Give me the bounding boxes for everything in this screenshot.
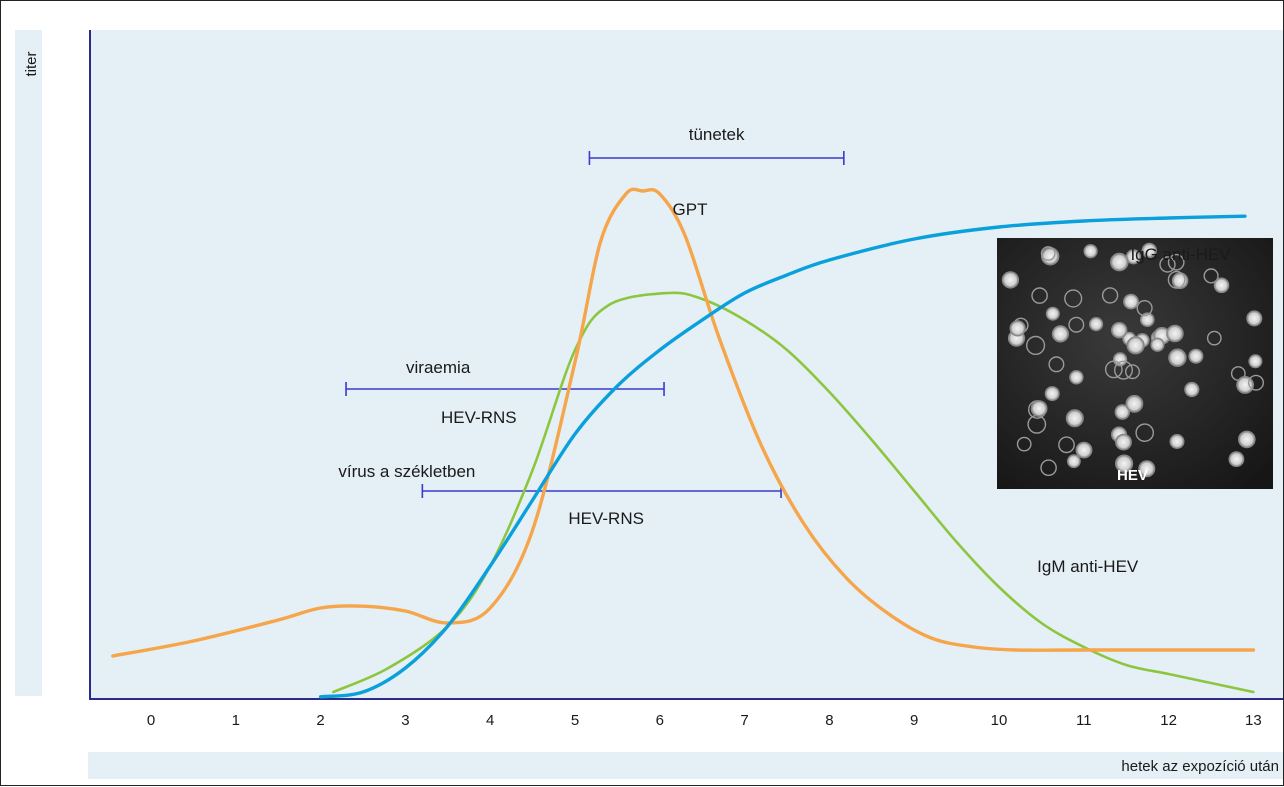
x-axis-title: hetek az expozíció után (1121, 758, 1279, 775)
virus-particle (1101, 287, 1119, 304)
virus-particle (1135, 423, 1154, 443)
hev-micrograph-inset: HEV (997, 238, 1273, 489)
virus-particle (1169, 433, 1185, 449)
virus-particle (1188, 348, 1204, 364)
virus-particle (1167, 253, 1185, 271)
series-annotation: IgM anti-HEV (1037, 557, 1139, 576)
virus-particle (1083, 244, 1098, 259)
x-axis-ticks: 0 1 2 3 4 5 6 7 8 9 10 11 12 13 (147, 712, 1262, 729)
virus-particle (1248, 354, 1263, 369)
x-tick-label: 9 (910, 712, 918, 729)
interval-label: tünetek (689, 125, 745, 144)
virus-particle (1068, 316, 1085, 333)
interval-bars: tünetek viraemia HEV-RNS vírus a székletben… (338, 125, 845, 528)
x-tick-label: 0 (147, 712, 155, 729)
x-tick-label: 8 (825, 712, 833, 729)
virus-particle (1001, 271, 1020, 289)
virus-particle (1206, 330, 1222, 346)
virus-particle (1213, 277, 1230, 294)
virus-particle (1115, 454, 1134, 473)
virus-particle (1040, 247, 1060, 266)
virus-particle (1124, 364, 1140, 380)
virus-particle (1067, 454, 1081, 469)
virus-particle (1064, 289, 1083, 308)
x-tick-label: 5 (571, 712, 579, 729)
series-annotation: IgG anti-HEV (1130, 245, 1231, 264)
virus-particle (1166, 324, 1184, 343)
virus-particle (1009, 320, 1026, 337)
virus-particle (1238, 430, 1256, 449)
virus-particle (1089, 316, 1104, 332)
virus-particle (1138, 460, 1156, 478)
y-axis-title: titer (23, 51, 40, 76)
virus-particle (1126, 336, 1145, 355)
virus-particle (1115, 433, 1132, 451)
virus-particle (1075, 441, 1093, 459)
virus-particle (1065, 409, 1084, 428)
virus-particle (1048, 356, 1065, 373)
interval-label: vírus a székletben (338, 462, 475, 481)
x-tick-label: 2 (316, 712, 324, 729)
interval-label: viraemia (406, 358, 471, 377)
virus-particle (1113, 352, 1128, 367)
virus-particle (1040, 459, 1057, 477)
virus-particle (1171, 272, 1189, 290)
series-annotation: GPT (673, 200, 708, 219)
inset-label: HEV (1117, 467, 1148, 484)
virus-particle (1104, 360, 1123, 379)
virus-particle (1031, 287, 1048, 304)
virus-particle (1140, 312, 1155, 328)
virus-particle (1125, 394, 1144, 413)
virus-particle (1110, 322, 1128, 339)
x-tick-label: 1 (232, 712, 240, 729)
interval-sub-label: HEV-RNS (441, 408, 517, 427)
x-tick-label: 11 (1076, 712, 1092, 729)
virus-particles-image (1001, 242, 1264, 478)
virus-particle (1150, 337, 1165, 352)
x-tick-label: 4 (486, 712, 494, 729)
x-axis-label-panel (88, 752, 1283, 779)
virus-particle (1247, 374, 1264, 391)
virus-particle (1236, 375, 1254, 394)
series-annotations: GPT IgG anti-HEV IgM anti-HEV (673, 200, 1232, 576)
virus-particle (1030, 400, 1048, 418)
virus-particle (1051, 325, 1070, 343)
virus-particle (1184, 381, 1200, 398)
virus-particle (1045, 306, 1060, 321)
x-tick-label: 6 (656, 712, 664, 729)
x-tick-label: 13 (1245, 712, 1262, 729)
virus-particle (1044, 386, 1060, 402)
virus-particle (1228, 451, 1245, 468)
virus-particle (1123, 293, 1139, 310)
virus-particle (1136, 300, 1153, 317)
x-tick-label: 7 (740, 712, 748, 729)
virus-particle (1069, 370, 1084, 385)
virus-particle (1016, 436, 1032, 452)
x-tick-label: 12 (1160, 712, 1177, 729)
series-line-gpt (111, 187, 1256, 658)
virus-particle (1168, 348, 1187, 367)
series-line-igg-anti-hev (318, 214, 1247, 699)
x-tick-label: 10 (991, 712, 1008, 729)
virus-particle (1141, 242, 1158, 259)
virus-particle (1203, 268, 1219, 284)
virus-particle (1113, 360, 1133, 380)
virus-particle (1159, 256, 1176, 273)
virus-particle (1025, 335, 1046, 355)
series-lines (111, 187, 1256, 699)
virus-particle (1114, 404, 1131, 420)
virus-particle (1040, 246, 1056, 261)
virus-particle (1246, 310, 1263, 327)
virus-particle (1110, 252, 1129, 272)
virus-particle (1058, 436, 1075, 454)
y-axis-label-panel (15, 30, 42, 696)
interval-sub-label: HEV-RNS (568, 509, 644, 528)
virus-particle (1167, 270, 1186, 289)
series-line-igm-anti-hev (332, 291, 1255, 694)
x-tick-label: 3 (401, 712, 409, 729)
